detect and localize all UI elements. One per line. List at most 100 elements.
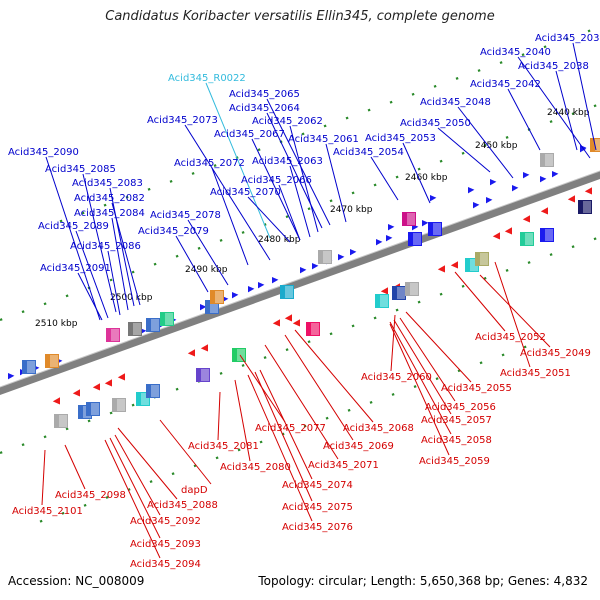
gene-block <box>210 290 224 304</box>
track-tick-outer-reverse <box>83 503 87 507</box>
scale-label: 2470 kbp <box>330 205 373 215</box>
track-tick-inner-reverse <box>175 387 179 391</box>
track-tick-outer-reverse <box>171 472 175 476</box>
track-tick-outer-reverse <box>259 440 263 444</box>
track-tick-inner-reverse <box>219 371 223 375</box>
gene-block <box>146 384 160 398</box>
label-leader <box>390 314 396 372</box>
track-tick-outer-forward <box>147 187 151 191</box>
label-leader <box>494 261 531 368</box>
label-leader <box>405 311 472 383</box>
topology-label: Topology: circular; Length: 5,650,368 bp… <box>258 574 588 588</box>
reverse-gene-arrow <box>72 389 80 397</box>
gene-label: Acid345_2051 <box>500 368 571 379</box>
track-tick-inner-forward <box>571 112 575 116</box>
track-tick-inner-reverse <box>395 308 399 312</box>
label-leader <box>479 274 551 348</box>
gene-block <box>128 322 142 336</box>
gene-block-shade <box>433 223 441 235</box>
reverse-gene-arrow <box>437 265 445 273</box>
track-tick-inner-reverse <box>263 356 267 359</box>
label-leader <box>159 419 212 485</box>
gene-label: Acid345_R0022 <box>168 73 246 84</box>
label-leader <box>77 272 103 321</box>
gene-label: Acid345_2090 <box>8 147 79 158</box>
gene-label: Acid345_2077 <box>255 423 326 434</box>
track-tick-outer-forward <box>455 77 459 80</box>
forward-gene-arrow <box>552 171 559 178</box>
track-tick-outer-forward <box>81 211 85 215</box>
reverse-gene-arrow <box>52 397 60 405</box>
label-leader <box>114 434 161 516</box>
track-tick-outer-reverse <box>479 361 483 365</box>
track-tick-inner-forward <box>131 270 135 274</box>
track-tick-outer-reverse <box>435 377 439 381</box>
track-tick-inner-reverse <box>373 316 377 320</box>
forward-gene-arrow <box>512 185 519 192</box>
gene-block-shade <box>151 385 159 397</box>
reverse-gene-arrow <box>380 287 388 295</box>
gene-block-shade <box>407 213 415 225</box>
label-leader <box>389 323 450 456</box>
track-tick-inner-forward <box>65 294 69 298</box>
forward-gene-arrow <box>338 254 345 261</box>
track-tick-outer-forward <box>587 29 591 33</box>
track-tick-inner-reverse <box>483 276 487 280</box>
track-tick-outer-reverse <box>149 480 153 484</box>
label-leader <box>234 379 251 462</box>
label-leader <box>247 196 291 243</box>
gene-block-fill <box>540 153 554 167</box>
track-tick-outer-reverse <box>501 353 505 357</box>
gene-block <box>520 232 534 246</box>
gene-block-shade <box>545 154 553 166</box>
track-tick-inner-reverse <box>417 300 421 304</box>
label-leader <box>399 317 456 402</box>
label-leader <box>572 42 597 151</box>
gene-block-fill <box>520 232 534 246</box>
track-tick-outer-forward <box>389 100 393 104</box>
track-tick-inner-reverse <box>21 443 25 447</box>
gene-block-shade <box>237 349 245 361</box>
gene-block <box>306 322 320 336</box>
gene-label: Acid345_2075 <box>282 502 353 513</box>
gene-label: Acid345_2089 <box>38 221 109 232</box>
gene-block-shade <box>91 403 99 415</box>
gene-label: Acid345_2053 <box>365 133 436 144</box>
forward-gene-arrow <box>523 172 530 179</box>
gene-label: Acid345_2066 <box>241 175 312 186</box>
label-leader <box>187 219 229 286</box>
reverse-gene-arrow <box>567 195 575 203</box>
label-leader <box>251 138 301 241</box>
label-leader <box>555 70 578 151</box>
gene-block-shade <box>545 229 553 241</box>
label-leader <box>109 187 135 307</box>
track-tick-outer-forward <box>499 61 503 65</box>
track-tick-outer-reverse <box>61 511 65 515</box>
gene-block-shade <box>210 301 218 313</box>
label-leader <box>278 184 301 241</box>
gene-label: dapD <box>181 485 208 496</box>
gene-label: Acid345_2079 <box>138 226 209 237</box>
gene-label: Acid345_2035 <box>535 33 600 44</box>
label-leader <box>284 334 354 441</box>
gene-label: Acid345_2070 <box>210 187 281 198</box>
gene-label: Acid345_2059 <box>419 456 490 467</box>
label-leader <box>109 437 161 539</box>
scale-label: 2480 kbp <box>258 235 301 245</box>
track-tick-inner-reverse <box>131 403 135 407</box>
gene-block <box>86 402 100 416</box>
gene-block-fill <box>45 354 59 368</box>
gene-block-shade <box>380 295 388 307</box>
gene-block-fill <box>540 228 554 242</box>
gene-block <box>540 228 554 242</box>
gene-label: Acid345_2052 <box>475 332 546 343</box>
label-leader <box>247 374 313 522</box>
track-tick-outer-reverse <box>105 496 109 499</box>
gene-block-shade <box>165 313 173 325</box>
track-tick-outer-reverse <box>523 345 527 349</box>
track-tick-inner-forward <box>373 183 377 187</box>
track-tick-inner-reverse <box>329 332 333 336</box>
gene-block <box>392 286 406 300</box>
gene-block <box>146 318 160 332</box>
